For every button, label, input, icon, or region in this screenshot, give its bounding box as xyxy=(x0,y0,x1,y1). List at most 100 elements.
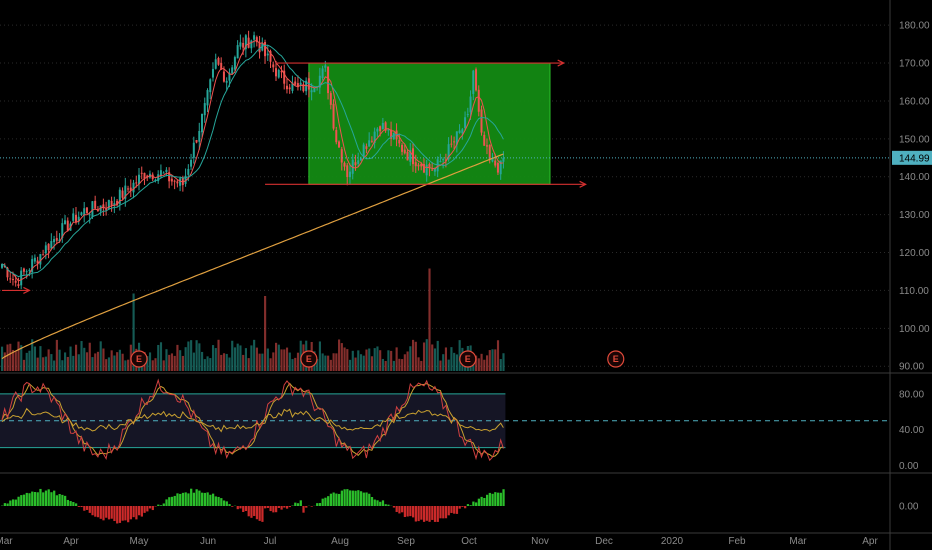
candle-body xyxy=(105,209,108,211)
month-label: Dec xyxy=(595,536,613,547)
volume-bar xyxy=(244,348,247,371)
volume-bar xyxy=(258,353,261,371)
volume-bar xyxy=(431,344,434,371)
volume-bar xyxy=(25,352,28,371)
macd-bar xyxy=(485,494,489,506)
volume-bar xyxy=(236,343,239,371)
volume-bar xyxy=(28,350,31,371)
month-label: 2020 xyxy=(661,536,684,547)
macd-bar xyxy=(381,500,385,506)
volume-bar xyxy=(22,359,26,371)
candle-body xyxy=(85,207,88,214)
volume-bar xyxy=(433,348,437,371)
volume-bar xyxy=(148,352,152,371)
price-tick-label: 110.00 xyxy=(899,286,929,297)
macd-bar xyxy=(351,490,354,506)
volume-bar xyxy=(499,359,502,371)
price-axis: 180.00 170.00 160.00 150.00 140.00 130.00 120.… xyxy=(892,21,932,513)
macd-bar xyxy=(64,495,67,506)
month-label: Mar xyxy=(789,536,807,547)
volume-bar xyxy=(201,351,204,371)
price-tick-label: 150.00 xyxy=(899,134,930,145)
candle-body xyxy=(233,57,236,70)
volume-bar xyxy=(77,354,80,371)
volume-bar xyxy=(198,343,201,371)
volume-bar xyxy=(272,352,275,371)
candle-body xyxy=(124,185,127,199)
volume-bar xyxy=(285,347,289,371)
candle-body xyxy=(217,57,220,65)
macd-bar xyxy=(250,506,253,518)
macd-bar xyxy=(148,506,152,509)
macd-bar xyxy=(444,506,448,519)
volume-bar xyxy=(477,358,480,371)
candle-body xyxy=(116,200,119,205)
candle-body xyxy=(55,237,58,241)
candle-body xyxy=(206,90,209,106)
volume-bar xyxy=(184,347,187,371)
volume-bar xyxy=(379,350,382,371)
month-label: Feb xyxy=(728,536,746,547)
volume-bar xyxy=(390,350,393,371)
macd-bar xyxy=(25,492,28,506)
volume-bar xyxy=(124,360,127,371)
candle-body xyxy=(203,103,206,116)
volume-bar xyxy=(72,355,75,371)
volume-bar xyxy=(354,357,357,371)
candle-body xyxy=(294,81,297,85)
candle-body xyxy=(365,146,368,149)
candle-body xyxy=(113,203,116,206)
candle-body xyxy=(329,93,332,105)
volume-bar xyxy=(173,355,176,371)
macd-bar xyxy=(159,505,163,506)
macd-bar xyxy=(428,506,431,522)
macd-bar xyxy=(11,499,15,506)
volume-bar xyxy=(80,341,83,371)
macd-bar xyxy=(179,493,182,506)
volume-bar xyxy=(20,345,23,371)
volume-bar xyxy=(414,341,417,371)
macd-bar xyxy=(72,502,75,506)
candle-body xyxy=(74,214,77,223)
macd-bar xyxy=(461,506,464,507)
candle-body xyxy=(190,159,193,167)
volume-bar xyxy=(444,347,448,371)
range-arrows xyxy=(2,59,587,294)
volume-bar xyxy=(225,353,228,371)
volume-bar xyxy=(247,358,250,371)
candle-body xyxy=(53,239,56,243)
month-label: May xyxy=(130,536,149,547)
earnings-badge xyxy=(459,350,477,368)
volume-bar xyxy=(61,360,64,371)
volume-bar xyxy=(88,342,91,371)
candlesticks xyxy=(1,30,505,290)
macd-bar xyxy=(491,493,494,506)
candle-body xyxy=(409,150,412,162)
candle-body xyxy=(3,266,6,268)
macd-bar xyxy=(255,506,259,520)
macd-bar xyxy=(285,506,289,509)
volume-bar xyxy=(264,296,267,371)
stoch-tick-label: 80.00 xyxy=(899,389,924,400)
volume-bar xyxy=(455,354,458,371)
volume-bar xyxy=(44,356,47,371)
macd-bar xyxy=(431,506,434,520)
candle-body xyxy=(250,40,253,49)
macd-bar xyxy=(414,506,417,522)
macd-bar xyxy=(190,488,193,506)
volume-bar xyxy=(338,339,341,371)
candle-body xyxy=(439,161,442,163)
volume-bar xyxy=(176,344,179,371)
macd-bar xyxy=(395,506,398,512)
volume-bar xyxy=(6,344,9,371)
macd-bar xyxy=(206,492,209,506)
candle-body xyxy=(9,278,12,280)
volume-bar xyxy=(425,339,428,371)
volume-bar xyxy=(9,343,12,371)
candle-body xyxy=(91,201,94,218)
macd-panel xyxy=(1,488,505,524)
volume-bar xyxy=(398,358,401,371)
candle-body xyxy=(458,130,461,133)
